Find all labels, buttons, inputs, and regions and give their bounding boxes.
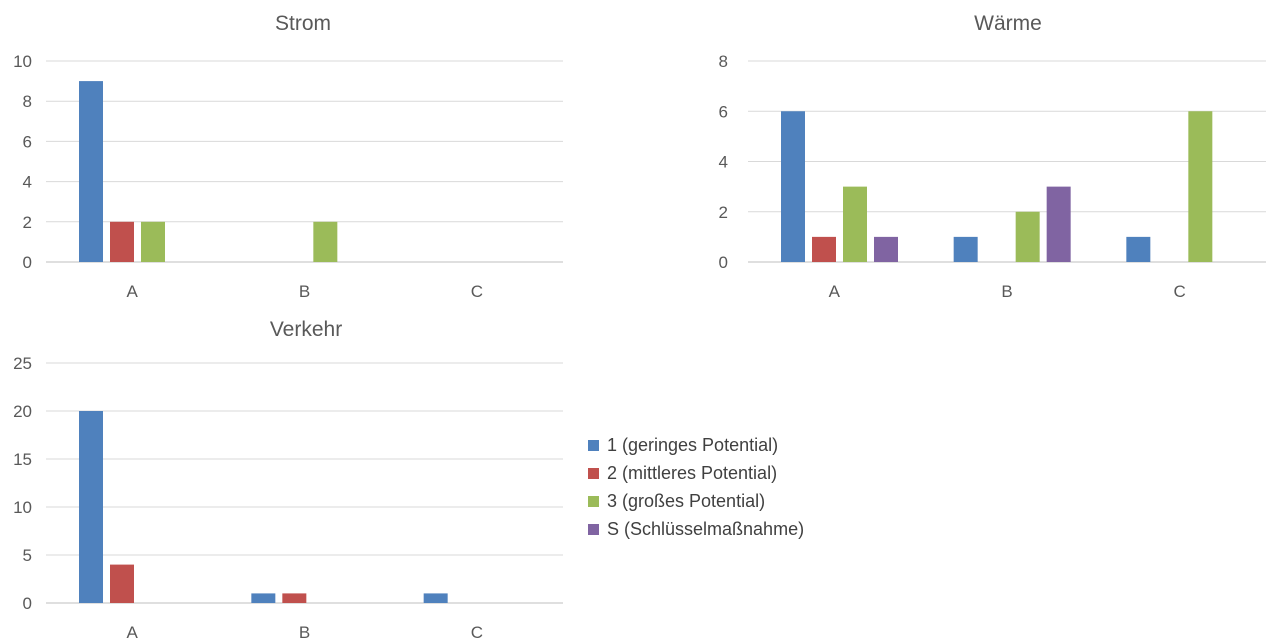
bar-wrme-a-series-s — [874, 236, 898, 262]
y-tick-label: 6 — [23, 132, 32, 151]
bar-wrme-b-series-1 — [953, 236, 978, 262]
bar-verkehr-a-series-2 — [110, 564, 134, 603]
bar-wrme-c-series-3 — [1188, 111, 1213, 262]
category-label: C — [471, 623, 483, 642]
legend-item: 1 (geringes Potential) — [588, 431, 804, 459]
category-label: B — [299, 623, 310, 642]
y-tick-label: 6 — [719, 102, 728, 121]
category-label: B — [299, 282, 310, 301]
category-label: C — [471, 282, 483, 301]
chart-title: Strom — [275, 12, 331, 35]
category-label: B — [1001, 282, 1012, 301]
bar-strom-a-series-2 — [110, 221, 134, 262]
bar-verkehr-a-series-1 — [79, 411, 103, 603]
y-tick-label: 5 — [23, 546, 32, 565]
bar-wrme-a-series-2 — [812, 236, 836, 262]
bar-wrme-a-series-1 — [781, 111, 805, 262]
y-tick-label: 25 — [13, 354, 32, 373]
y-tick-label: 4 — [719, 153, 728, 172]
y-tick-label: 2 — [719, 203, 728, 222]
bar-wrme-c-series-1 — [1126, 236, 1151, 262]
bar-strom-a-series-1 — [79, 81, 103, 262]
category-label: A — [829, 282, 841, 301]
legend-item: 3 (großes Potential) — [588, 487, 804, 515]
y-tick-label: 0 — [719, 253, 728, 272]
bar-verkehr-c-series-1 — [423, 593, 448, 603]
y-tick-label: 10 — [13, 52, 32, 71]
legend-swatch-s — [588, 523, 599, 535]
legend-label-1: 1 (geringes Potential) — [607, 434, 779, 455]
bar-strom-a-series-3 — [141, 221, 165, 262]
bar-wrme-b-series-3 — [1015, 211, 1040, 262]
chart-title: Verkehr — [270, 318, 342, 341]
legend-swatch-2 — [588, 467, 599, 479]
category-label: C — [1174, 282, 1186, 301]
y-tick-label: 0 — [23, 594, 32, 613]
y-tick-label: 10 — [13, 498, 32, 517]
bar-verkehr-b-series-2 — [282, 593, 307, 603]
legend-label-s: S (Schlüsselmaßnahme) — [607, 518, 805, 539]
legend-item: S (Schlüsselmaßnahme) — [588, 515, 804, 543]
y-tick-label: 20 — [13, 402, 32, 421]
y-tick-label: 4 — [23, 173, 32, 192]
legend-label-3: 3 (großes Potential) — [607, 490, 766, 511]
y-tick-label: 15 — [13, 450, 32, 469]
legend-item: 2 (mittleres Potential) — [588, 459, 804, 487]
bar-strom-b-series-3 — [313, 221, 338, 262]
chart-title: Wärme — [974, 12, 1042, 35]
legend-swatch-3 — [588, 495, 599, 507]
bar-verkehr-b-series-1 — [251, 593, 276, 603]
category-label: A — [126, 282, 138, 301]
bar-wrme-a-series-3 — [843, 186, 867, 262]
y-tick-label: 2 — [23, 213, 32, 232]
y-tick-label: 8 — [23, 92, 32, 111]
legend-label-2: 2 (mittleres Potential) — [607, 462, 778, 483]
bar-wrme-b-series-s — [1046, 186, 1071, 262]
legend-swatch-1 — [588, 439, 599, 451]
y-tick-label: 8 — [719, 52, 728, 71]
legend: 1 (geringes Potential) 2 (mittleres Pote… — [588, 431, 804, 543]
y-tick-label: 0 — [23, 253, 32, 272]
category-label: A — [126, 623, 138, 642]
